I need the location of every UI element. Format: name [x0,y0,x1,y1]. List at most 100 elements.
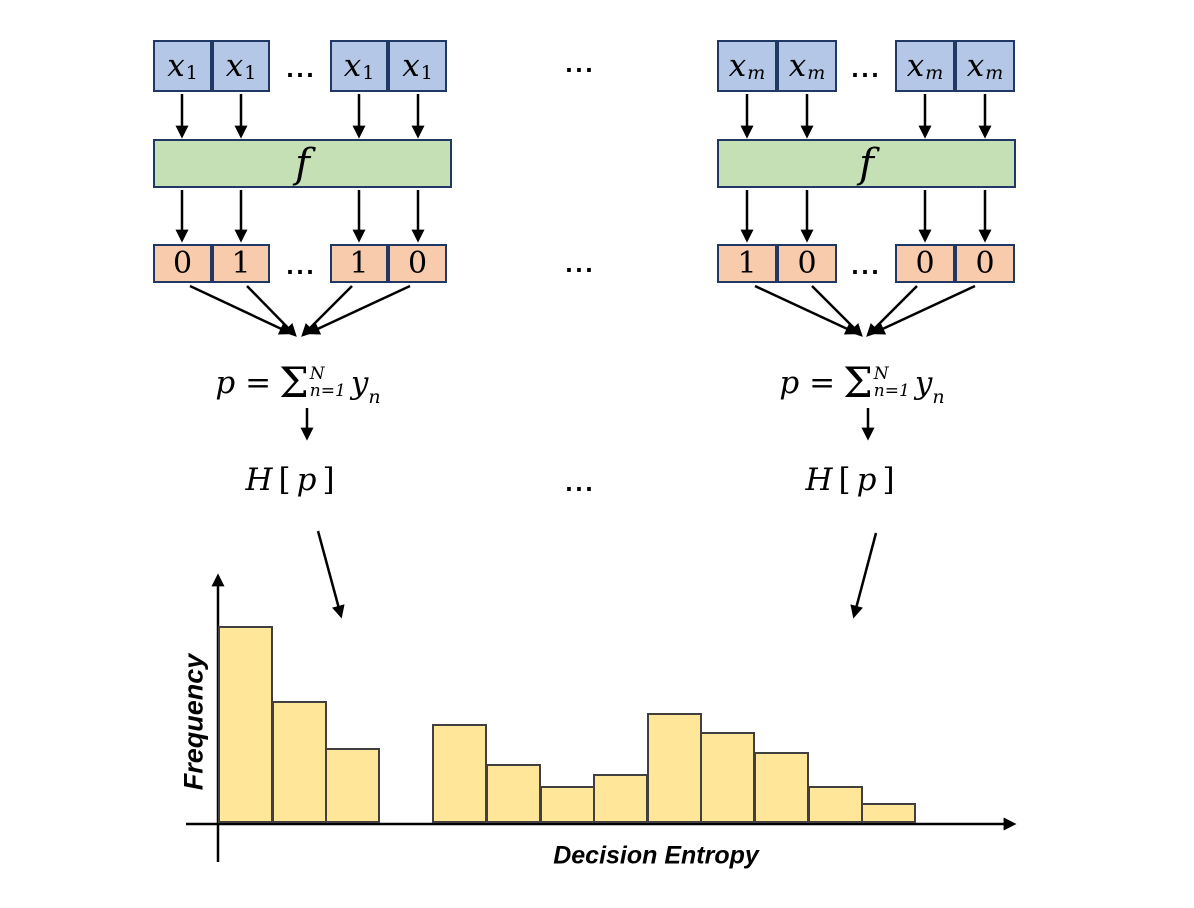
entropy-close-bracket: ] [882,462,895,498]
input-cell-subscript: m [747,62,766,84]
sigma-lower-limit: n=1 [873,381,910,401]
entropy-p: p [296,462,317,498]
output-cell-value: 1 [737,246,757,281]
input-cell-subscript: 1 [362,62,375,84]
input-to-f-arrows-left [175,94,425,139]
input-cell-subscript: m [985,62,1004,84]
entropy-open-bracket: [ [838,462,851,498]
formula-y-term: y [914,365,933,401]
input-cell-label: x [788,48,807,84]
function-box-right: f [717,139,1016,188]
ellipsis: ... [565,53,595,77]
ellipsis: ... [286,255,316,279]
entropy-h: H [245,462,273,498]
sigma-upper-limit: N [873,364,889,384]
sigma-lower-limit: n=1 [309,381,346,401]
function-box-left: f [153,139,452,188]
output-cell-value: 0 [407,246,428,281]
ellipsis: ... [851,58,881,82]
sigma-symbol: Σ [843,358,873,407]
histogram-bar [807,786,863,823]
input-cell-label: x [402,48,420,84]
input-cell-label: x [225,48,244,84]
entropy-to-histogram-arrow-left [316,530,345,619]
input-cell-subscript: m [925,62,944,84]
ellipsis: ... [565,253,595,277]
ellipsis: ... [565,472,595,496]
input-cell-label: x [167,48,185,84]
sum-formula-right: p = Σ N n=1 y n [779,358,944,409]
input-cell-subscript: 1 [185,62,198,84]
input-cell-subscript: 1 [420,62,433,84]
entropy-label-right: H [ p ] [805,462,900,498]
function-label: f [859,140,874,187]
sigma-limits: N n=1 [310,366,346,400]
sigma-upper-limit: N [309,364,325,384]
output-cell-value: 0 [172,246,193,281]
output-cell-value: 1 [349,246,369,281]
entropy-close-bracket: ] [322,462,335,498]
output-cell: 0 [955,244,1015,283]
input-cell-subscript: 1 [244,62,257,84]
formula-y-subscript: n [932,386,945,408]
entropy-p: p [856,462,877,498]
output-cell-value: 0 [797,246,817,281]
histogram-bar [486,764,542,823]
formula-y-subscript: n [368,386,381,408]
input-cell-label: x [906,48,925,84]
histogram-bar [754,752,810,823]
output-cell: 1 [717,244,777,283]
formula-y-term: y [350,365,369,401]
output-cell: 1 [212,244,270,283]
formula-lhs: p = [215,365,272,401]
output-cell: 0 [895,244,955,283]
histogram-bar [432,724,488,823]
y-axis-label: Frequency [178,653,209,791]
output-to-sum-arrows-left [189,284,411,337]
histogram-bar [861,803,917,823]
f-to-output-arrows-left [175,190,425,243]
f-to-output-arrows-right [740,190,992,243]
sigma-symbol: Σ [279,358,309,407]
x-axis-label: Decision Entropy [553,841,759,870]
sigma-limits: N n=1 [874,366,910,400]
histogram-bar [700,732,756,823]
output-to-sum-arrows-right [754,284,976,337]
output-cell: 0 [388,244,447,283]
output-cell: 0 [777,244,837,283]
output-cell-value: 1 [231,246,251,281]
input-cell-label: x [966,48,985,84]
ellipsis: ... [286,58,316,82]
histogram-bar [218,626,274,823]
output-cell-value: 0 [915,246,935,281]
entropy-label-left: H [ p ] [245,462,340,498]
output-cell-value: 0 [975,246,995,281]
function-label: f [295,140,310,187]
histogram-bar [593,774,649,823]
input-to-f-arrows-right [740,94,992,139]
input-cell-label: x [343,48,362,84]
entropy-open-bracket: [ [278,462,291,498]
histogram-bar [646,713,702,823]
entropy-to-histogram-arrow-right [850,532,878,619]
input-cell-label: x [728,48,747,84]
entropy-h: H [805,462,833,498]
formula-lhs: p = [779,365,836,401]
output-cell: 1 [330,244,388,283]
histogram-bar [325,748,381,823]
ellipsis: ... [851,255,881,279]
histogram-bar [539,786,595,823]
histogram-bar [271,701,327,823]
sum-formula-left: p = Σ N n=1 y n [215,358,380,409]
output-cell: 0 [153,244,212,283]
input-cell-subscript: m [807,62,826,84]
